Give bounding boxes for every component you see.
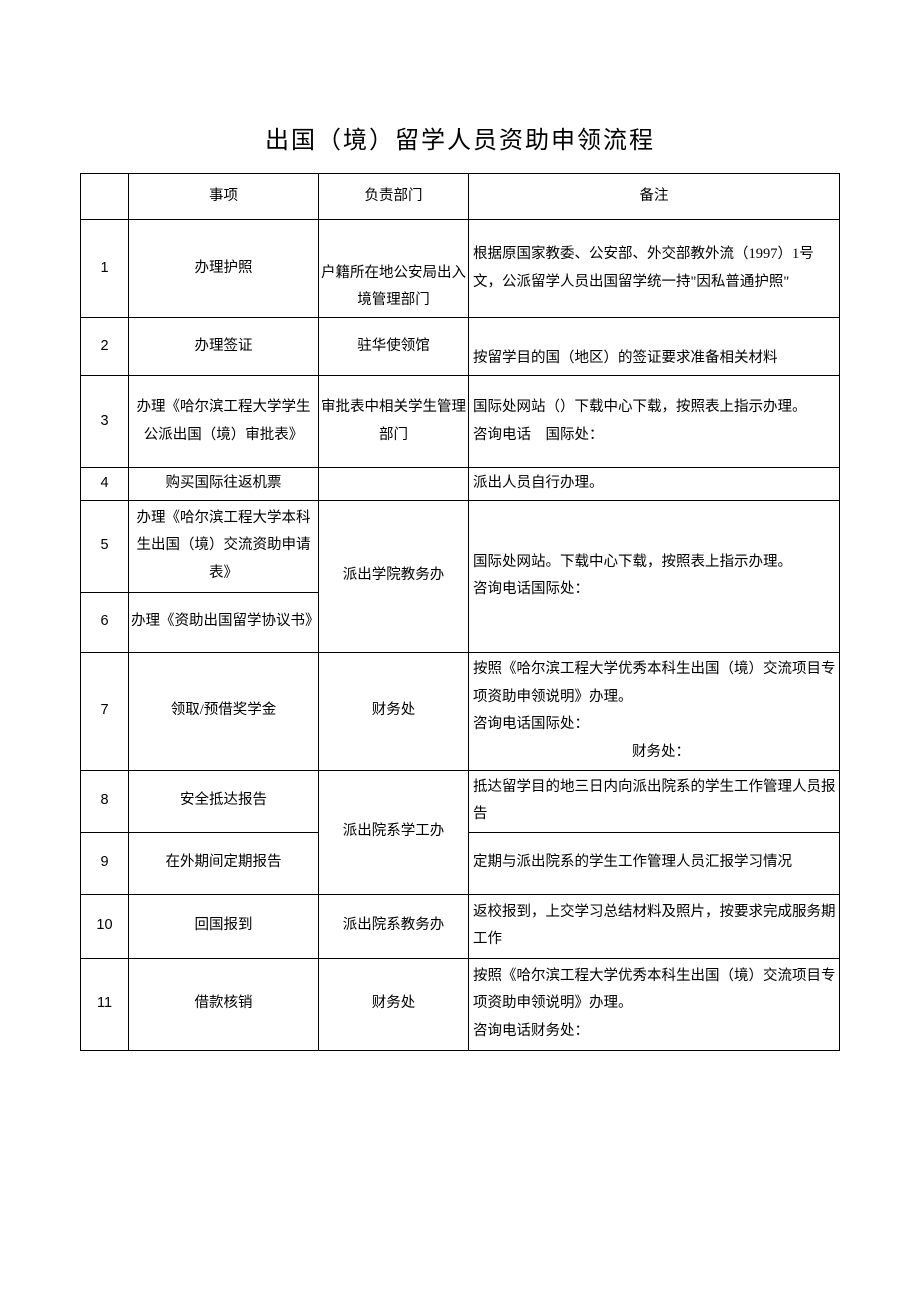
cell-dept: 审批表中相关学生管理部门 (319, 376, 469, 468)
cell-num: 8 (81, 770, 129, 832)
remark-line: 国际处网站。下载中心下载，按照表上指示办理。 (473, 554, 792, 570)
cell-dept: 派出院系学工办 (319, 770, 469, 894)
header-item: 事项 (129, 174, 319, 220)
table-row: 3 办理《哈尔滨工程大学学生公派出国（境）审批表》 审批表中相关学生管理部门 国… (81, 376, 840, 468)
table-row: 11 借款核销 财务处 按照《哈尔滨工程大学优秀本科生出国（境）交流项目专项资助… (81, 958, 840, 1050)
cell-item: 借款核销 (129, 958, 319, 1050)
cell-remark: 按留学目的国（地区）的签证要求准备相关材料 (469, 318, 840, 376)
remark-line: 财务处： (473, 739, 837, 767)
cell-num: 5 (81, 500, 129, 592)
cell-remark: 国际处网站（）下载中心下载，按照表上指示办理。 咨询电话 国际处： (469, 376, 840, 468)
cell-remark: 按照《哈尔滨工程大学优秀本科生出国（境）交流项目专项资助申领说明》办理。 咨询电… (469, 652, 840, 770)
cell-item: 安全抵达报告 (129, 770, 319, 832)
table-row: 1 办理护照 户籍所在地公安局出入境管理部门 根据原国家教委、公安部、外交部教外… (81, 220, 840, 318)
cell-num: 6 (81, 592, 129, 652)
cell-remark: 派出人员自行办理。 (469, 468, 840, 501)
cell-num: 3 (81, 376, 129, 468)
table-row: 7 领取/预借奖学金 财务处 按照《哈尔滨工程大学优秀本科生出国（境）交流项目专… (81, 652, 840, 770)
cell-dept: 户籍所在地公安局出入境管理部门 (319, 220, 469, 318)
cell-item: 回国报到 (129, 894, 319, 958)
header-dept: 负责部门 (319, 174, 469, 220)
table-header-row: 事项 负责部门 备注 (81, 174, 840, 220)
cell-remark: 国际处网站。下载中心下载，按照表上指示办理。 咨询电话国际处： (469, 500, 840, 652)
cell-item: 购买国际往返机票 (129, 468, 319, 501)
table-row: 8 安全抵达报告 派出院系学工办 抵达留学目的地三日内向派出院系的学生工作管理人… (81, 770, 840, 832)
cell-item: 办理《哈尔滨工程大学学生公派出国（境）审批表》 (129, 376, 319, 468)
cell-remark: 定期与派出院系的学生工作管理人员汇报学习情况 (469, 832, 840, 894)
header-remark: 备注 (469, 174, 840, 220)
cell-dept: 派出学院教务办 (319, 500, 469, 652)
header-num (81, 174, 129, 220)
cell-item: 办理《哈尔滨工程大学本科生出国（境）交流资助申请表》 (129, 500, 319, 592)
cell-dept: 驻华使领馆 (319, 318, 469, 376)
cell-item: 办理护照 (129, 220, 319, 318)
cell-remark: 按照《哈尔滨工程大学优秀本科生出国（境）交流项目专项资助申领说明》办理。 咨询电… (469, 958, 840, 1050)
table-row: 5 办理《哈尔滨工程大学本科生出国（境）交流资助申请表》 派出学院教务办 国际处… (81, 500, 840, 592)
table-row: 10 回国报到 派出院系教务办 返校报到，上交学习总结材料及照片，按要求完成服务… (81, 894, 840, 958)
remark-line: 咨询电话 国际处： (473, 427, 604, 443)
cell-dept: 财务处 (319, 958, 469, 1050)
process-table: 事项 负责部门 备注 1 办理护照 户籍所在地公安局出入境管理部门 根据原国家教… (80, 173, 840, 1051)
cell-num: 7 (81, 652, 129, 770)
cell-num: 9 (81, 832, 129, 894)
remark-line: 咨询电话财务处： (473, 1023, 589, 1039)
cell-item: 在外期间定期报告 (129, 832, 319, 894)
remark-line: 咨询电话国际处： (473, 581, 589, 597)
cell-item: 办理签证 (129, 318, 319, 376)
cell-dept (319, 468, 469, 501)
cell-num: 10 (81, 894, 129, 958)
cell-num: 11 (81, 958, 129, 1050)
cell-num: 1 (81, 220, 129, 318)
table-row: 4 购买国际往返机票 派出人员自行办理。 (81, 468, 840, 501)
page-title: 出国（境）留学人员资助申领流程 (80, 120, 840, 155)
remark-line: 国际处网站（）下载中心下载，按照表上指示办理。 (473, 399, 807, 415)
table-row: 2 办理签证 驻华使领馆 按留学目的国（地区）的签证要求准备相关材料 (81, 318, 840, 376)
cell-num: 2 (81, 318, 129, 376)
cell-remark: 返校报到，上交学习总结材料及照片，按要求完成服务期工作 (469, 894, 840, 958)
cell-dept: 财务处 (319, 652, 469, 770)
remark-line: 按照《哈尔滨工程大学优秀本科生出国（境）交流项目专项资助申领说明》办理。 (473, 661, 836, 705)
cell-remark: 抵达留学目的地三日内向派出院系的学生工作管理人员报告 (469, 770, 840, 832)
cell-item: 领取/预借奖学金 (129, 652, 319, 770)
remark-line: 咨询电话国际处： (473, 716, 589, 732)
cell-item: 办理《资助出国留学协议书》 (129, 592, 319, 652)
cell-remark: 根据原国家教委、公安部、外交部教外流（1997）1号文，公派留学人员出国留学统一… (469, 220, 840, 318)
cell-dept: 派出院系教务办 (319, 894, 469, 958)
remark-line: 按照《哈尔滨工程大学优秀本科生出国（境）交流项目专项资助申领说明》办理。 (473, 968, 836, 1012)
cell-num: 4 (81, 468, 129, 501)
